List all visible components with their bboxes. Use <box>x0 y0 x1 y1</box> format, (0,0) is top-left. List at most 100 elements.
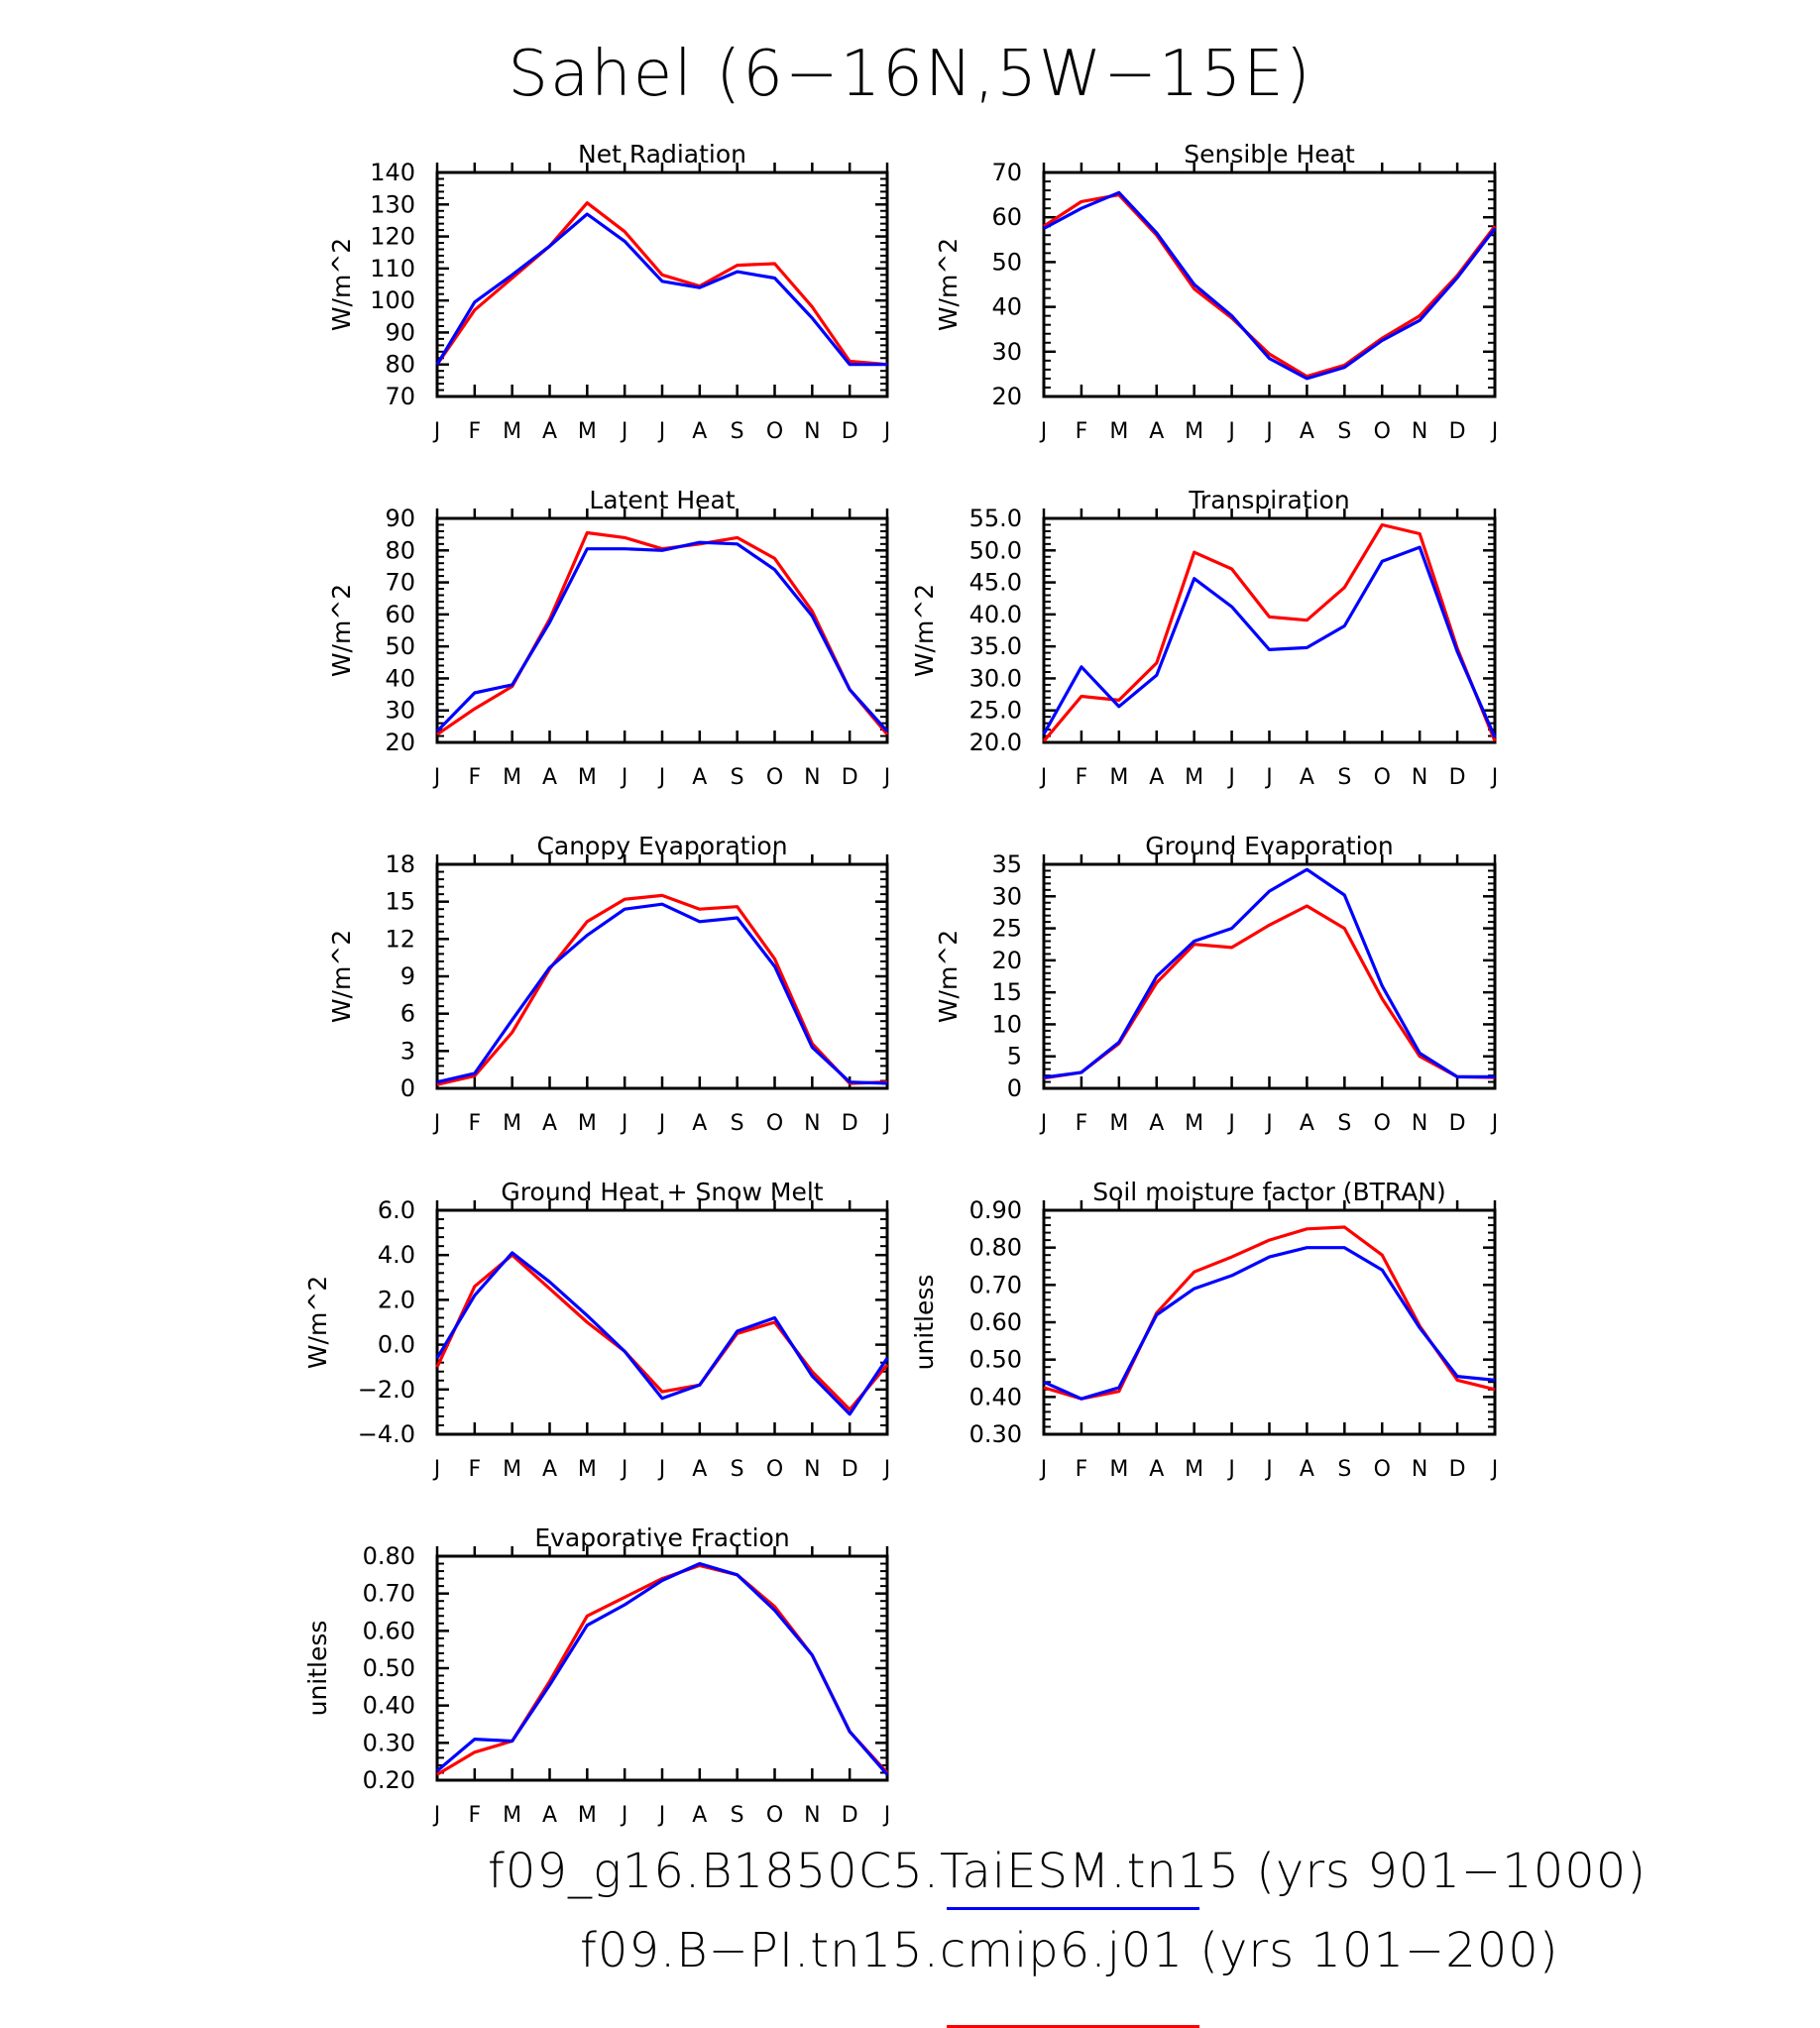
x-tick-label: J <box>620 1457 628 1482</box>
y-tick-label: −2.0 <box>358 1376 415 1404</box>
y-tick-label: 10 <box>991 1010 1022 1038</box>
panel-title: Canopy Evaporation <box>536 832 787 860</box>
x-tick-label: S <box>731 1457 744 1482</box>
y-tick-label: 18 <box>385 850 415 878</box>
x-tick-label: J <box>1264 1457 1273 1482</box>
x-tick-label: A <box>1149 765 1164 790</box>
x-tick-label: D <box>842 1111 858 1136</box>
x-tick-label: D <box>842 1457 858 1482</box>
x-tick-label: O <box>1374 419 1391 444</box>
x-tick-label: D <box>842 419 858 444</box>
legend-entry-blue: f09_g16.B1850C5.TaiESM.tn15 (yrs 901−100… <box>488 1844 1648 1899</box>
y-tick-label: 55.0 <box>969 505 1022 532</box>
y-tick-label: 0.40 <box>363 1692 415 1720</box>
y-tick-label: 140 <box>370 159 415 186</box>
y-tick-label: 0 <box>400 1074 415 1102</box>
x-tick-label: A <box>692 1803 707 1828</box>
x-tick-label: M <box>503 1803 521 1828</box>
x-tick-label: M <box>578 1803 597 1828</box>
x-tick-label: F <box>1076 1457 1088 1482</box>
x-tick-label: M <box>1185 419 1203 444</box>
y-tick-label: 20 <box>991 947 1022 974</box>
x-tick-label: N <box>804 1111 820 1136</box>
x-tick-label: M <box>578 419 597 444</box>
x-tick-label: J <box>657 1111 666 1136</box>
y-tick-label: 120 <box>370 223 415 251</box>
x-tick-label: A <box>692 419 707 444</box>
x-tick-label: M <box>1185 1457 1203 1482</box>
series-line-blue <box>1042 545 1497 738</box>
series-line-red <box>435 1253 889 1411</box>
x-tick-label: N <box>804 419 820 444</box>
x-tick-label: J <box>1264 419 1273 444</box>
x-tick-label: A <box>542 1111 557 1136</box>
x-tick-label: F <box>1076 1111 1088 1136</box>
x-tick-label: M <box>1109 1111 1128 1136</box>
x-tick-label: S <box>1337 1457 1351 1482</box>
y-tick-label: 0.30 <box>969 1420 1022 1448</box>
y-tick-label: 130 <box>370 190 415 218</box>
x-tick-label: S <box>731 419 744 444</box>
x-tick-label: A <box>692 1457 707 1482</box>
x-tick-label: J <box>1490 419 1499 444</box>
x-tick-label: O <box>766 419 783 444</box>
x-tick-label: S <box>731 1111 744 1136</box>
y-tick-label: 0.60 <box>363 1617 415 1644</box>
x-tick-label: M <box>578 1457 597 1482</box>
x-tick-label: O <box>766 1457 783 1482</box>
x-tick-label: S <box>1337 765 1351 790</box>
y-tick-label: 5 <box>1007 1043 1022 1070</box>
y-tick-label: 0.30 <box>363 1729 415 1756</box>
y-tick-label: 3 <box>400 1037 415 1065</box>
x-tick-label: J <box>657 1803 666 1828</box>
y-tick-label: 90 <box>385 505 415 532</box>
y-tick-label: 0.40 <box>969 1383 1022 1410</box>
x-tick-label: J <box>432 1111 441 1136</box>
y-tick-label: 15 <box>385 888 415 916</box>
series-line-red <box>435 201 888 367</box>
x-tick-label: J <box>1039 1457 1048 1482</box>
panel-title: Evaporative Fraction <box>534 1523 789 1552</box>
panel-title: Net Radiation <box>578 140 746 169</box>
y-tick-label: 0.80 <box>363 1542 415 1570</box>
panel-title: Sensible Heat <box>1184 140 1355 169</box>
panel-title: Transpiration <box>1188 486 1349 514</box>
y-tick-label: 2.0 <box>378 1286 415 1313</box>
y-tick-label: 70 <box>991 159 1022 186</box>
x-tick-label: A <box>542 765 557 790</box>
x-tick-label: N <box>1412 765 1427 790</box>
y-tick-label: 0.0 <box>378 1331 415 1359</box>
y-tick-label: 35 <box>991 850 1022 878</box>
x-tick-label: D <box>842 1803 858 1828</box>
x-tick-label: O <box>1374 1111 1391 1136</box>
y-tick-label: 20.0 <box>969 729 1022 756</box>
y-tick-label: 30 <box>991 338 1022 366</box>
x-tick-label: J <box>882 765 891 790</box>
y-tick-label: 30 <box>991 882 1022 910</box>
x-tick-label: A <box>542 1457 557 1482</box>
y-tick-label: 45.0 <box>969 569 1022 597</box>
series-line-blue <box>1043 190 1497 381</box>
y-tick-label: 0 <box>1007 1074 1022 1102</box>
x-tick-label: A <box>1149 419 1164 444</box>
y-tick-label: 0.70 <box>969 1271 1022 1298</box>
y-tick-label: 50 <box>385 632 415 660</box>
legend-swatch-blue <box>947 1907 1199 1910</box>
x-tick-label: S <box>1337 1111 1351 1136</box>
x-tick-label: J <box>657 419 666 444</box>
x-tick-label: M <box>503 1111 521 1136</box>
series-line-blue <box>1043 867 1495 1079</box>
x-tick-label: A <box>1149 1457 1164 1482</box>
x-tick-label: A <box>1300 1111 1314 1136</box>
y-tick-label: 50 <box>991 248 1022 276</box>
y-tick-label: 40 <box>991 293 1022 321</box>
y-axis-label: W/m^2 <box>327 238 356 331</box>
x-tick-label: J <box>1039 765 1048 790</box>
x-tick-label: J <box>1039 1111 1048 1136</box>
y-tick-label: 40 <box>385 664 415 692</box>
x-tick-label: A <box>1300 765 1314 790</box>
x-tick-label: J <box>620 1111 628 1136</box>
